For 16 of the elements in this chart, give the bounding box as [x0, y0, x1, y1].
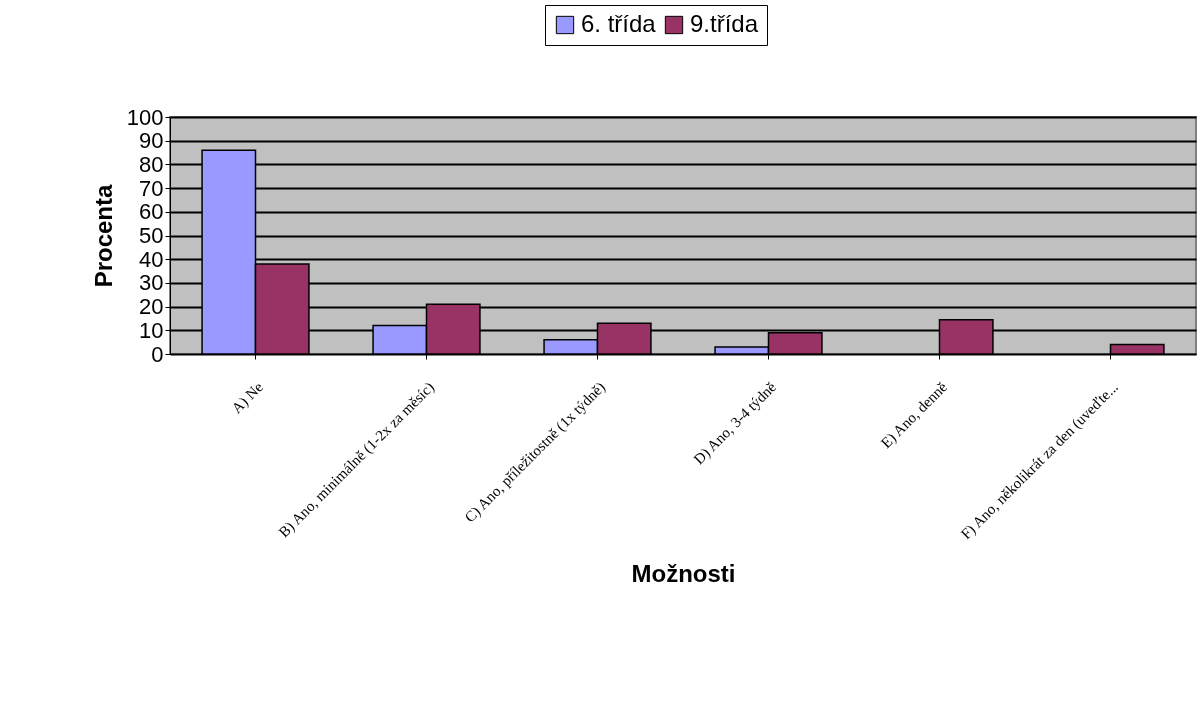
y-tick-label: 60: [139, 199, 164, 225]
y-axis-title: Procenta: [89, 184, 117, 288]
x-axis-title: Možnosti: [631, 559, 736, 587]
y-tick-label: 70: [139, 175, 164, 201]
y-tick-label: 10: [139, 317, 164, 343]
y-tick-label: 80: [139, 151, 164, 177]
legend-label: 6. třída: [581, 10, 657, 37]
y-tick-label: 40: [139, 246, 164, 272]
x-tick-label: A) Ne: [228, 378, 268, 418]
y-tick-label: 90: [139, 128, 164, 154]
y-tick-label: 100: [126, 104, 164, 130]
y-tick-label: 50: [139, 223, 164, 248]
legend-label: 9.třída: [690, 10, 759, 37]
y-tick-label: 20: [139, 294, 164, 320]
y-tick-label: 0: [151, 341, 164, 367]
y-tick-label: 30: [139, 270, 164, 296]
